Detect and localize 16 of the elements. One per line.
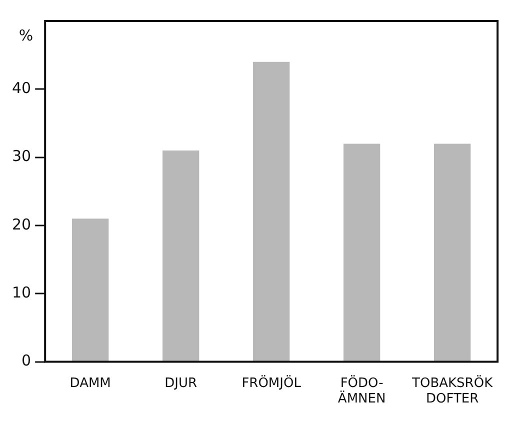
y-tick-label: 30 xyxy=(12,147,32,166)
bar xyxy=(253,62,290,362)
x-tick-label: TOBAKSRÖK DOFTER xyxy=(411,374,494,407)
y-tick-label: 20 xyxy=(12,215,32,234)
bar xyxy=(72,218,109,362)
y-axis-title: % xyxy=(18,26,34,44)
y-tick-label: 0 xyxy=(22,352,32,370)
x-tick-label: FÖDO- ÄMNEN xyxy=(338,374,386,407)
x-tick-label: DAMM xyxy=(70,376,111,391)
bar xyxy=(162,150,200,362)
x-tick-label: FRÖMJÖL xyxy=(242,374,302,391)
x-tick-label: DJUR xyxy=(164,376,198,391)
bar xyxy=(344,144,380,362)
bar xyxy=(434,144,471,362)
y-tick-label: 10 xyxy=(12,284,32,302)
y-tick-label: 40 xyxy=(12,79,32,98)
